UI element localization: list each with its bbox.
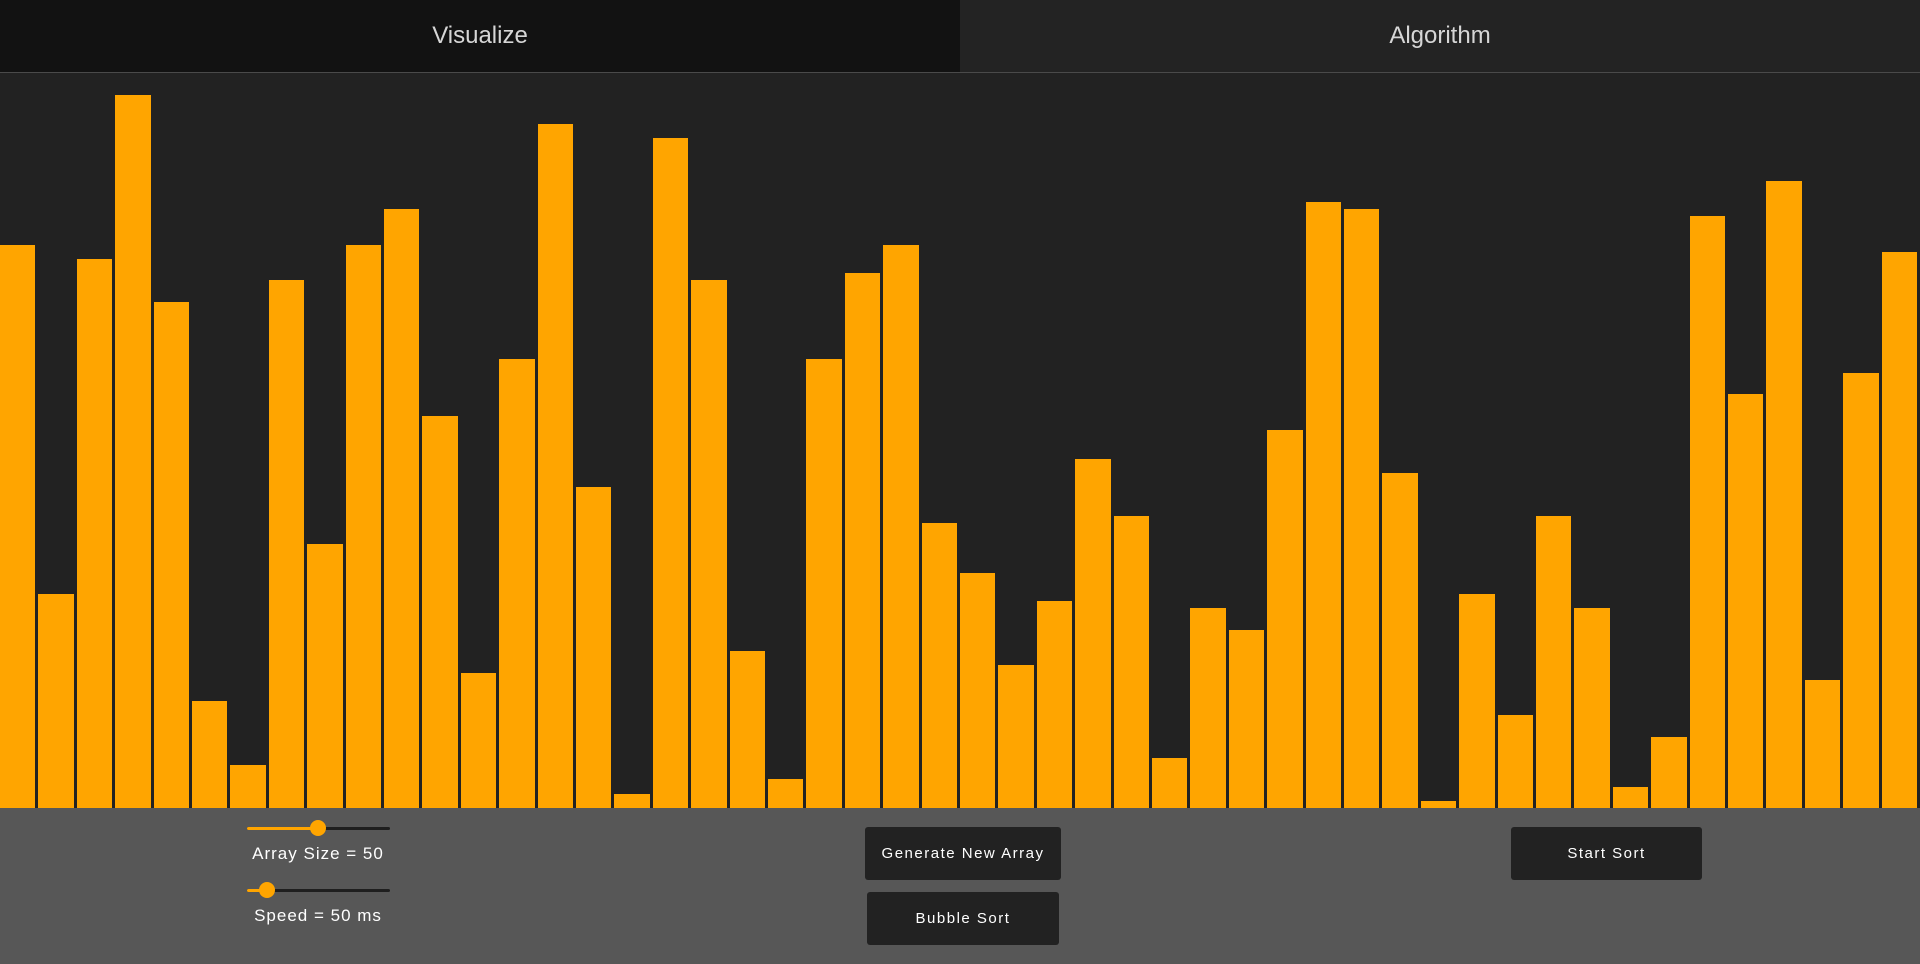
- array-bar: [614, 794, 649, 808]
- array-bar: [768, 779, 803, 808]
- array-bar: [384, 209, 419, 808]
- array-bar: [1613, 787, 1648, 808]
- array-bar: [307, 544, 342, 808]
- array-bar: [269, 280, 304, 808]
- array-bar: [998, 665, 1033, 808]
- tab-visualize[interactable]: Visualize: [0, 0, 960, 72]
- array-size-slider-fill: [247, 827, 319, 830]
- array-bar: [422, 416, 457, 808]
- speed-slider-thumb[interactable]: [259, 882, 275, 898]
- array-bar: [691, 280, 726, 808]
- array-bar: [1152, 758, 1187, 808]
- array-size-label: Array Size = 50: [223, 844, 413, 864]
- start-sort-button[interactable]: Start Sort: [1511, 827, 1702, 880]
- array-bar: [806, 359, 841, 808]
- array-bar: [1075, 459, 1110, 808]
- array-size-control: Array Size = 50: [223, 827, 413, 864]
- speed-label: Speed = 50 ms: [223, 906, 413, 926]
- array-bar: [154, 302, 189, 808]
- array-bar: [77, 259, 112, 808]
- array-bar: [0, 245, 35, 808]
- array-bar: [960, 573, 995, 808]
- array-bar: [1766, 181, 1801, 808]
- array-bar: [1037, 601, 1072, 808]
- array-size-slider-thumb[interactable]: [310, 820, 326, 836]
- array-bar: [1843, 373, 1878, 808]
- array-bar: [1651, 737, 1686, 808]
- array-bar: [1728, 394, 1763, 808]
- generate-new-array-button[interactable]: Generate New Array: [865, 827, 1061, 880]
- array-bar: [922, 523, 957, 808]
- top-tabs: Visualize Algorithm: [0, 0, 1920, 73]
- array-bar: [1690, 216, 1725, 808]
- tab-algorithm[interactable]: Algorithm: [960, 0, 1920, 72]
- array-bar: [730, 651, 765, 808]
- array-bar: [1229, 630, 1264, 808]
- array-bar: [1267, 430, 1302, 808]
- array-bar: [1805, 680, 1840, 808]
- array-bar: [1459, 594, 1494, 808]
- array-size-slider[interactable]: [247, 827, 390, 830]
- bar-chart-area: [0, 73, 1920, 808]
- array-bar: [1498, 715, 1533, 808]
- array-bar: [346, 245, 381, 808]
- array-bar: [576, 487, 611, 808]
- array-bar: [499, 359, 534, 808]
- array-bar: [461, 673, 496, 808]
- array-bar: [1882, 252, 1917, 808]
- array-bar: [192, 701, 227, 808]
- array-bar: [1421, 801, 1456, 808]
- speed-control: Speed = 50 ms: [223, 889, 413, 926]
- array-bar: [1536, 516, 1571, 808]
- array-bar: [38, 594, 73, 808]
- array-bar: [1382, 473, 1417, 808]
- array-bar: [1344, 209, 1379, 808]
- array-bar: [538, 124, 573, 808]
- array-bar: [230, 765, 265, 808]
- array-bar: [845, 273, 880, 808]
- array-bar: [883, 245, 918, 808]
- array-bar: [1306, 202, 1341, 808]
- array-bar: [653, 138, 688, 808]
- array-bar: [115, 95, 150, 808]
- control-panel: Array Size = 50 Speed = 50 ms Generate N…: [0, 808, 1920, 964]
- speed-slider[interactable]: [247, 889, 390, 892]
- array-bar: [1114, 516, 1149, 808]
- array-bar: [1574, 608, 1609, 808]
- array-bar: [1190, 608, 1225, 808]
- algorithm-select-button[interactable]: Bubble Sort: [867, 892, 1059, 945]
